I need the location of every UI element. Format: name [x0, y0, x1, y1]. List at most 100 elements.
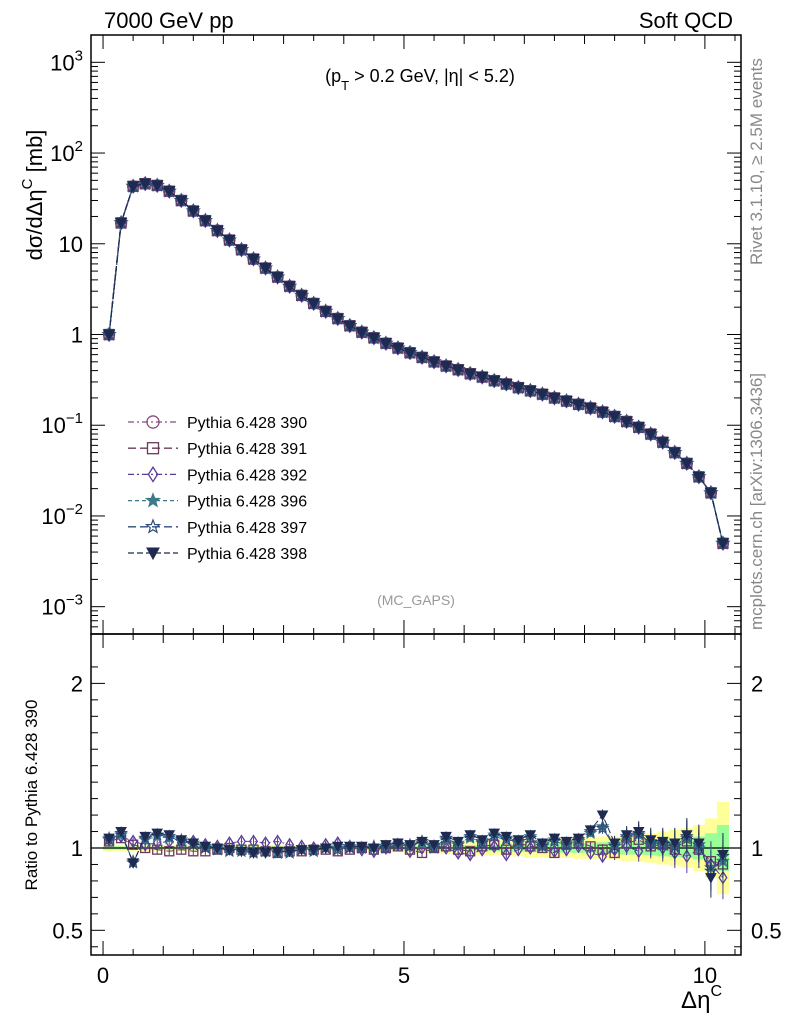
ratio-point [380, 840, 392, 851]
ratio-point [223, 845, 236, 856]
ratio-point [356, 841, 368, 853]
data-point [584, 402, 597, 415]
x-tick-label: 10 [693, 963, 717, 988]
ratio-y-tick-label: 2 [71, 671, 83, 696]
ratio-point [620, 830, 633, 841]
data-point [415, 352, 429, 364]
data-point [343, 320, 357, 333]
y-axis-title: dσ/dΔηC [mb] [19, 130, 47, 261]
ratio-panel: 0 5 10 0.5 0.5 1 1 2 2 Ratio to Pythia 6.428 390 Δ… [22, 633, 782, 1014]
data-point [271, 272, 284, 284]
data-point [439, 360, 453, 373]
ratio-point [717, 850, 729, 861]
ratio-point [476, 835, 488, 846]
data-point [632, 422, 646, 434]
ratio-point [632, 826, 645, 838]
ratio-point [644, 835, 657, 846]
data-point [475, 372, 489, 384]
data-point [319, 306, 333, 318]
ratio-point [151, 828, 163, 840]
legend-label: Pythia 6.428 397 [187, 520, 307, 537]
ratio-series-line [108, 827, 724, 872]
data-point [355, 327, 369, 339]
main-panel: 10−3 10−2 10−1 1 10 102 103 dσ/dΔηC [mb] (pT > 0… [19, 34, 742, 635]
data-point [295, 290, 308, 302]
ratio-point [718, 870, 728, 885]
data-point [235, 244, 248, 257]
ratio-y-tick-label-right: 2 [751, 671, 763, 696]
main-frame [90, 34, 742, 635]
legend-marker [144, 492, 162, 508]
rivet-label: Rivet 3.1.10, ≥ 2.5M events [747, 58, 766, 265]
ratio-point [368, 843, 380, 854]
ratio-point [452, 836, 464, 848]
data-point [174, 195, 188, 208]
ratio-series-398 [103, 809, 729, 898]
ratio-point [669, 838, 681, 850]
legend: Pythia 6.428 390 Pythia 6.428 391 Pythia 6… [128, 415, 307, 563]
data-point [391, 342, 405, 355]
data-point [403, 347, 417, 360]
data-point [656, 437, 670, 449]
ratio-point [656, 836, 669, 848]
series-line [108, 182, 724, 544]
ratio-point [441, 840, 451, 856]
y-tick-label: 10−3 [41, 592, 83, 620]
ratio-point [572, 833, 585, 845]
data-point [692, 471, 706, 484]
ratio-point [598, 849, 608, 864]
legend-label: Pythia 6.428 392 [187, 467, 307, 484]
header-left: 7000 GeV pp [104, 8, 234, 33]
ratio-point [404, 840, 416, 851]
data-point [379, 338, 393, 350]
cut-annotation: (pT > 0.2 GeV, |η| < 5.2) [325, 66, 515, 93]
ratio-point [115, 826, 127, 838]
ratio-point [525, 840, 535, 856]
ratio-point [247, 848, 260, 859]
data-point [138, 178, 152, 191]
data-point [211, 225, 224, 238]
data-point [247, 253, 260, 266]
ratio-point [634, 844, 644, 859]
ratio-point [103, 833, 115, 845]
series-line [108, 182, 724, 544]
ratio-point [235, 846, 248, 858]
ratio-point [139, 831, 151, 843]
data-point [451, 364, 465, 377]
ratio-point [344, 841, 356, 853]
ratio-point [283, 846, 296, 858]
ratio-point [524, 830, 537, 841]
header-right: Soft QCD [639, 8, 733, 33]
data-point [560, 395, 573, 408]
data-point [499, 378, 513, 391]
legend-marker [147, 466, 159, 483]
ratio-point [595, 820, 610, 835]
legend-label: Pythia 6.428 390 [187, 415, 307, 432]
ratio-point [465, 847, 475, 862]
ratio-point [596, 810, 609, 822]
ratio-point [560, 836, 573, 848]
series-line [108, 182, 724, 544]
legend-marker [146, 442, 160, 455]
legend-marker [146, 547, 160, 561]
y-tick-label: 10−1 [41, 410, 83, 438]
ratio-point [622, 839, 632, 854]
ratio-point [488, 828, 501, 840]
data-point [644, 429, 658, 441]
data-point [126, 181, 140, 193]
series-398 [102, 178, 730, 550]
ratio-point [295, 845, 308, 856]
data-point [548, 392, 561, 405]
ratio-point [307, 845, 320, 856]
legend-marker [144, 518, 162, 534]
y-tick-label: 102 [50, 138, 83, 166]
data-point [114, 217, 128, 230]
ratio-point [211, 843, 224, 854]
ratio-point [128, 834, 138, 849]
legend-label: Pythia 6.428 391 [187, 441, 307, 458]
data-point [511, 382, 525, 395]
ratio-point [416, 836, 428, 848]
ratio-point [271, 846, 284, 858]
legend-marker [146, 415, 160, 429]
